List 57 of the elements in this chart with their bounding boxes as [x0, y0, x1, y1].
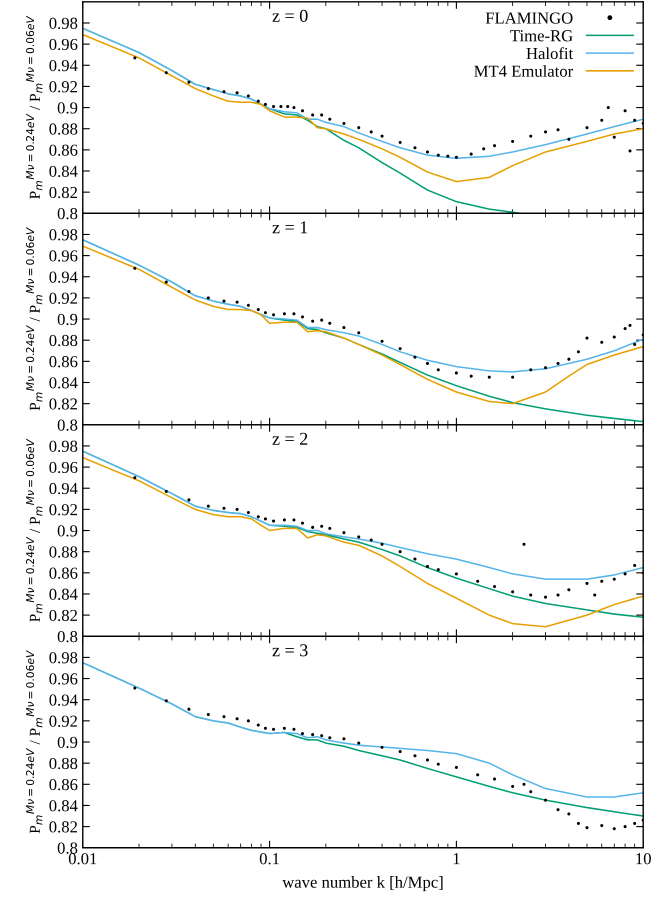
y-tick-label: 0.82 — [49, 398, 77, 410]
y-tick-label: 0.96 — [49, 38, 78, 50]
y-tick-label: 0.84 — [49, 377, 78, 389]
y-tick-label: 0.84 — [49, 588, 78, 600]
y-axis-title: P$_{m}$$^{Mν=0.24eV}$ / P$_{m}$$^{Mν=0.06eV}$ — [26, 650, 42, 834]
y-tick-label: 0.9 — [58, 736, 78, 748]
y-tick-label: 0.82 — [49, 821, 77, 833]
y-tick-label: 0.84 — [49, 800, 78, 812]
y-tick-label: 0.82 — [49, 186, 77, 198]
y-tick-label: 0.92 — [49, 716, 77, 727]
y-tick-label: 0.98 — [49, 652, 78, 664]
chart-title: z = 0 — [272, 10, 308, 22]
legend-label: MT4 Emulator — [474, 65, 574, 77]
y-tick-label: 0.8 — [58, 630, 78, 642]
x-tick-label: 10 — [636, 853, 651, 864]
y-tick-label: 0.86 — [49, 356, 78, 368]
y-tick-label: 0.8 — [58, 208, 78, 220]
y-tick-label: 0.84 — [49, 166, 78, 178]
y-tick-label: 0.96 — [49, 250, 78, 262]
y-tick-label: 0.98 — [49, 440, 78, 452]
y-tick-label: 0.88 — [49, 758, 78, 770]
y-tick-label: 0.92 — [49, 292, 77, 304]
y-tick-label: 0.94 — [49, 271, 78, 283]
y-tick-label: 0.94 — [49, 482, 78, 494]
y-tick-label: 0.88 — [49, 334, 78, 346]
y-tick-label: 0.9 — [58, 525, 78, 537]
x-tick-label: 1 — [454, 853, 460, 864]
y-tick-label: 0.88 — [49, 123, 78, 135]
y-tick-label: 0.86 — [49, 779, 78, 790]
y-tick-label: 0.86 — [49, 568, 78, 579]
y-tick-label: 0.8 — [58, 419, 78, 431]
y-tick-label: 0.94 — [49, 694, 78, 706]
y-tick-label: 0.9 — [58, 314, 78, 326]
y-tick-label: 0.98 — [49, 229, 78, 240]
y-tick-label: 0.9 — [58, 102, 78, 114]
y-tick-label: 0.92 — [49, 504, 77, 516]
y-tick-label: 0.96 — [49, 462, 78, 474]
y-tick-label: 0.92 — [49, 81, 77, 92]
chart-title: z = 1 — [272, 221, 308, 234]
y-tick-label: 0.8 — [58, 842, 78, 854]
x-tick-label: 0.01 — [68, 853, 96, 864]
y-axis-title: P$_{m}$$^{Mν=0.24eV}$ / P$_{m}$$^{Mν=0.06eV}$ — [26, 438, 42, 622]
y-axis-title: P$_{m}$$^{Mν=0.24eV}$ / P$_{m}$$^{Mν=0.06eV}$ — [26, 227, 42, 410]
legend-label: Halofit — [526, 47, 574, 60]
y-tick-label: 0.96 — [49, 673, 78, 685]
y-axis-title: P$_{m}$$^{Mν=0.24eV}$ / P$_{m}$$^{Mν=0.06eV}$ — [26, 16, 42, 199]
y-tick-label: 0.94 — [49, 60, 78, 72]
legend-label: FLAMINGO — [486, 12, 573, 24]
y-tick-label: 0.98 — [49, 18, 78, 29]
x-tick-label: 0.1 — [260, 853, 280, 864]
chart-title: z = 2 — [272, 432, 308, 445]
y-tick-label: 0.88 — [49, 546, 78, 558]
y-tick-label: 0.82 — [49, 610, 77, 622]
legend-label: Time-RG — [510, 30, 573, 42]
chart-title: z = 3 — [272, 644, 308, 656]
y-tick-label: 0.86 — [49, 144, 78, 156]
x-axis-title: wave number k [h/Mpc] — [282, 876, 443, 892]
